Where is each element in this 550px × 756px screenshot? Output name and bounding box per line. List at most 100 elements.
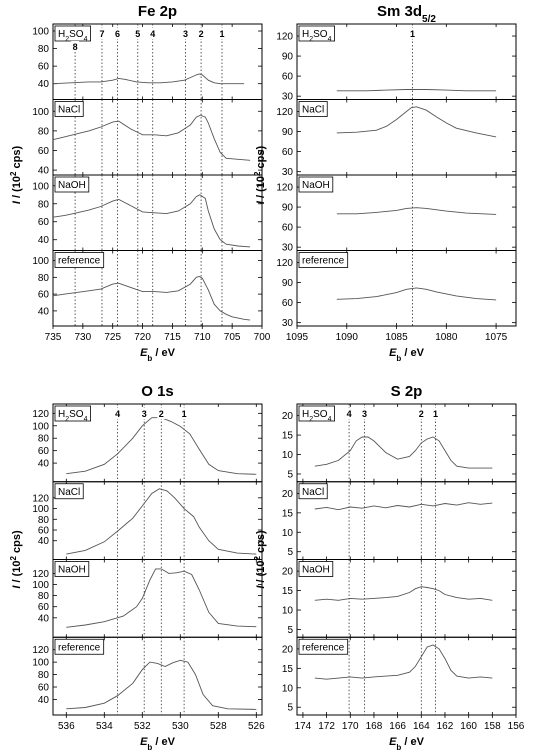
chart-group-1: Sm 3d5/2 30 60 90 120 H2SO4 1 30 60 90 120 NaCl 30 60… (253, 3, 517, 363)
peak-label-4: 4 (115, 409, 120, 419)
y-tick-label: 60 (38, 526, 50, 537)
y-tick-label: 30 (282, 243, 294, 254)
y-axis-label: I / (102 cps) (9, 146, 24, 205)
panel-frame (296, 481, 517, 560)
spectrum-line (336, 207, 497, 215)
y-tick-label: 100 (32, 658, 49, 669)
y-tick-label: 120 (32, 409, 49, 420)
panel-label: H2SO4 (302, 409, 332, 423)
peak-label-bg (113, 408, 122, 419)
y-tick-label: 60 (38, 290, 50, 301)
spectrum-line (66, 417, 257, 475)
x-tick-label: 170 (342, 721, 359, 732)
x-tick-label: 530 (172, 721, 189, 732)
panel-label-box (298, 405, 335, 422)
peak-label-7: 7 (99, 29, 104, 39)
panel-label: NaOH (58, 565, 86, 576)
y-tick-label: 120 (32, 645, 49, 656)
x-tick-label: 528 (210, 721, 227, 732)
x-tick-label: 164 (413, 721, 430, 732)
panel-frame (296, 250, 517, 327)
y-tick-label: 40 (38, 459, 50, 470)
panel-label: H2SO4 (58, 29, 88, 43)
panel-2: 40 60 80 100 NaOH (32, 174, 263, 251)
peak-label-bg (408, 28, 417, 39)
panel-label-box (298, 483, 328, 500)
spectrum-line (336, 89, 497, 92)
y-tick-label: 120 (32, 569, 49, 580)
panel-label: NaOH (302, 180, 330, 191)
y-tick-label: 10 (282, 683, 294, 694)
spectrum-line (314, 436, 493, 469)
x-tick-label: 1095 (286, 332, 309, 343)
peak-label-bg (431, 408, 440, 419)
y-tick-label: 100 (32, 580, 49, 591)
panel-label-box (54, 176, 90, 193)
y-tick-label: 80 (38, 44, 50, 55)
y-tick-label: 15 (282, 664, 294, 675)
y-tick-label: 90 (282, 52, 294, 63)
y-tick-label: 40 (38, 166, 50, 177)
y-tick-label: 40 (38, 695, 50, 706)
panel-0: 5 10 15 20 H2SO4 12 34 (282, 403, 517, 483)
panel-0: 40 60 80 100 H2SO4 1 2 3 45 6 7 8 (32, 23, 263, 100)
panel-label: reference (302, 256, 345, 267)
x-tick-label: 1080 (435, 332, 458, 343)
y-tick-label: 120 (276, 107, 293, 118)
panel-label-box (298, 101, 328, 117)
y-tick-label: 60 (38, 602, 50, 613)
chart-title: Sm 3d5/2 (377, 3, 436, 25)
y-tick-label: 80 (38, 434, 50, 445)
y-tick-label: 100 (32, 421, 49, 432)
y-tick-label: 5 (287, 703, 293, 714)
x-axis-label: Eb / eV (140, 736, 176, 752)
y-tick-label: 30 (282, 167, 294, 178)
panel-label-box (54, 101, 84, 117)
x-tick-label: 158 (484, 721, 501, 732)
y-tick-label: 60 (282, 147, 294, 158)
panel-1: 40 60 80 100 NaCl (32, 99, 263, 177)
y-tick-label: 15 (282, 508, 294, 519)
x-tick-label: 735 (45, 332, 62, 343)
spectrum-line (314, 586, 493, 601)
y-tick-label: 40 (38, 235, 50, 246)
panel-label-box (298, 638, 349, 655)
panel-label: NaCl (302, 105, 324, 116)
panel-label: reference (58, 256, 101, 267)
chart-title: O 1s (141, 383, 174, 400)
peak-label-bg (140, 408, 149, 419)
x-tick-label: 166 (389, 721, 406, 732)
y-tick-label: 5 (287, 547, 293, 558)
panel-0: 30 60 90 120 H2SO4 1 (276, 23, 517, 103)
peak-label-bg (148, 28, 157, 39)
peak-label-4: 4 (347, 409, 352, 419)
spectrum-line (336, 106, 497, 138)
panel-label-box (54, 252, 105, 268)
x-tick-label: 534 (96, 721, 113, 732)
peak-label-bg (217, 28, 226, 39)
peak-label-bg (113, 28, 122, 39)
panel-label: H2SO4 (58, 409, 88, 423)
y-tick-label: 80 (38, 591, 50, 602)
panel-frame (52, 481, 263, 560)
peak-label-1: 1 (410, 29, 415, 39)
peak-label-bg (180, 408, 189, 419)
y-tick-label: 20 (282, 411, 294, 422)
y-tick-label: 10 (282, 606, 294, 617)
panel-label: NaCl (58, 105, 80, 116)
panel-3: 40 60 80 100 reference (32, 250, 263, 327)
y-tick-label: 20 (282, 567, 294, 578)
peak-label-bg (71, 41, 80, 52)
panel-2: 30 60 90 120 NaOH (276, 174, 517, 254)
x-tick-label: 1085 (385, 332, 408, 343)
spectrum-line (52, 194, 251, 248)
spectrum-line (314, 502, 493, 511)
peak-label-1: 1 (433, 409, 438, 419)
peak-label-2: 2 (199, 29, 204, 39)
x-tick-label: 156 (508, 721, 525, 732)
peak-label-1: 1 (219, 29, 224, 39)
y-tick-label: 80 (38, 126, 50, 137)
y-tick-label: 60 (38, 446, 50, 457)
panel-frame (52, 250, 263, 327)
